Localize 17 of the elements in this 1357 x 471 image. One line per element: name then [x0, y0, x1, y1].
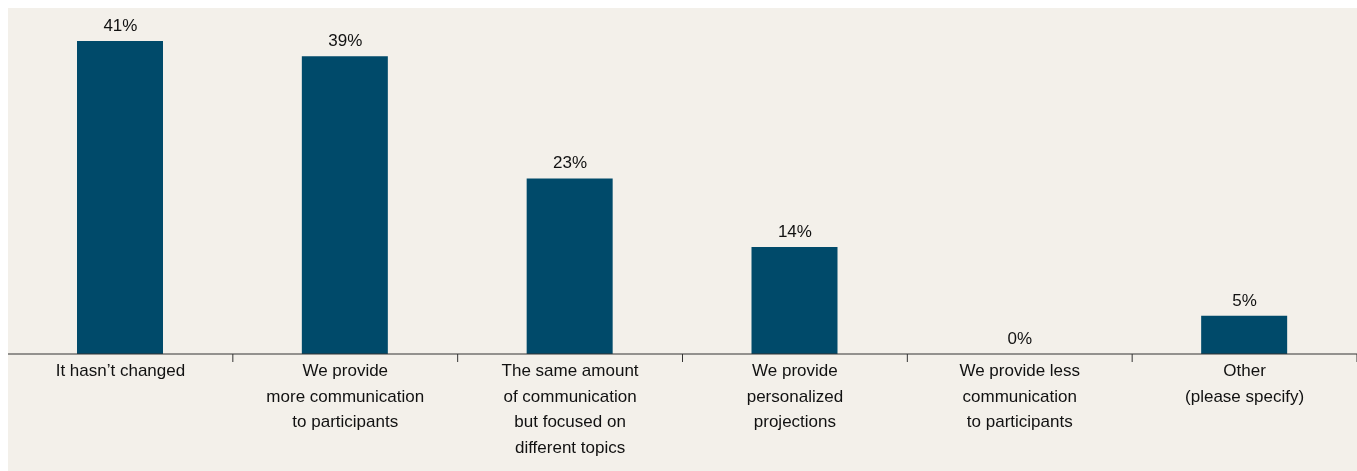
data-label: 41% — [103, 16, 138, 35]
x-tick-label: It hasn’t changed — [55, 361, 186, 380]
bar — [1201, 315, 1288, 354]
x-tick-label: The same amount of communication but focused on different topics — [501, 361, 639, 457]
data-label: 0% — [1007, 329, 1033, 348]
data-label: 5% — [1232, 290, 1257, 310]
x-tick-label: We provide less communication to participants — [959, 361, 1081, 431]
x-tick-label: Other (please specify) — [1185, 361, 1305, 406]
bar — [77, 41, 163, 354]
data-label: 23% — [553, 153, 588, 173]
bar — [301, 56, 388, 354]
data-label: 39% — [328, 31, 363, 51]
x-tick-label: We provide more communication to participants — [266, 361, 425, 431]
bar — [751, 247, 838, 354]
data-label: 14% — [777, 222, 812, 242]
x-tick-label: We provide personalized projections — [746, 361, 844, 431]
bar — [526, 178, 613, 354]
